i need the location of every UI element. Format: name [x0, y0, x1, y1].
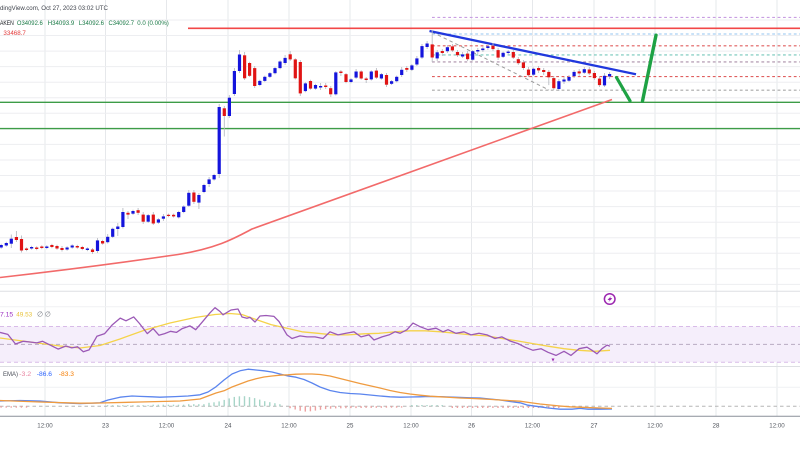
svg-text:L34092.6: L34092.6	[79, 20, 105, 27]
svg-text:28: 28	[713, 423, 720, 430]
svg-text:24: 24	[225, 423, 232, 430]
svg-text:12:00: 12:00	[159, 423, 175, 430]
svg-text:12:00: 12:00	[769, 423, 785, 430]
svg-text:EMA): EMA)	[3, 372, 18, 378]
svg-text:7.15: 7.15	[0, 312, 14, 319]
svg-text:12:00: 12:00	[281, 423, 297, 430]
svg-text:∅: ∅	[45, 312, 51, 319]
svg-text:-86.6: -86.6	[37, 372, 53, 378]
svg-text:∅: ∅	[37, 312, 43, 319]
svg-text:dingView.com, Oct 27, 2023 03:: dingView.com, Oct 27, 2023 03:02 UTC	[0, 5, 108, 12]
svg-text:-83.3: -83.3	[59, 372, 75, 378]
svg-text:26: 26	[468, 423, 475, 430]
svg-text:H34093.9: H34093.9	[48, 20, 75, 27]
svg-text:27: 27	[591, 423, 598, 430]
svg-text:O34092.6: O34092.6	[17, 20, 43, 27]
svg-text:12:00: 12:00	[525, 423, 541, 430]
svg-text:12:00: 12:00	[37, 423, 53, 430]
svg-text:25: 25	[347, 423, 354, 430]
svg-text:C34092.7: C34092.7	[109, 20, 135, 27]
svg-text:-3.2: -3.2	[19, 372, 32, 378]
svg-text:33468.7: 33468.7	[3, 30, 26, 37]
svg-text:AKEN: AKEN	[0, 20, 14, 27]
svg-text:49.53: 49.53	[16, 312, 32, 319]
svg-text:12:00: 12:00	[403, 423, 419, 430]
svg-text:12:00: 12:00	[647, 423, 663, 430]
svg-text:23: 23	[102, 423, 109, 430]
svg-text:0.0 (0.00%): 0.0 (0.00%)	[137, 20, 169, 27]
